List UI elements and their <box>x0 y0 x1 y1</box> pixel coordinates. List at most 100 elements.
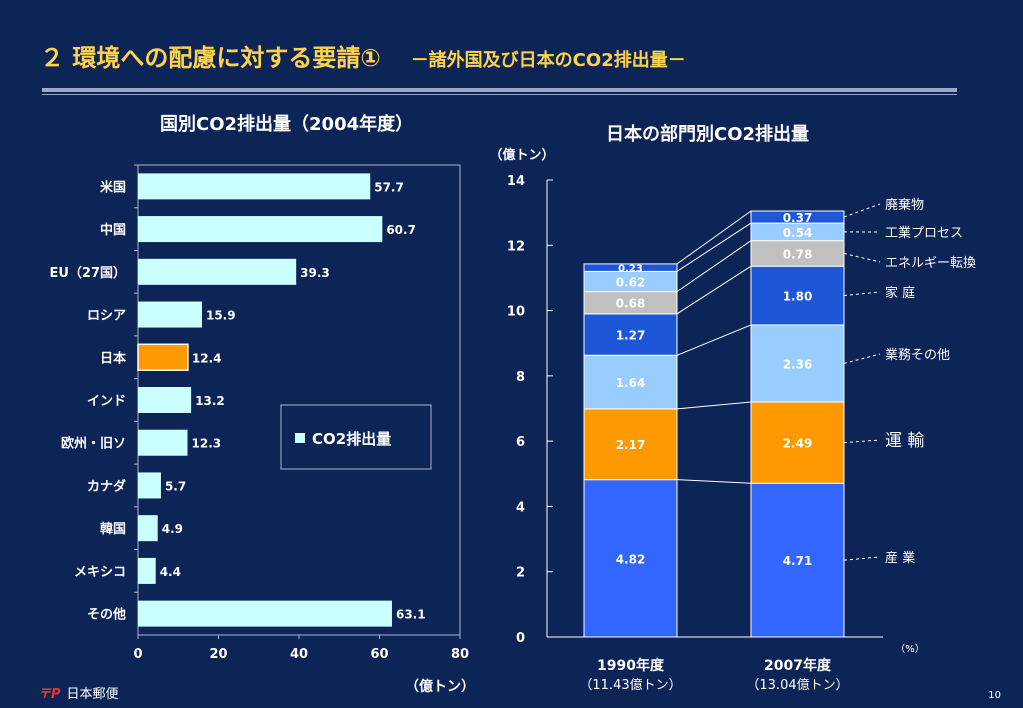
page-title: ２ 環境への配慮に対する要請① －諸外国及び日本のCO2排出量－ <box>40 38 686 73</box>
segment-label-1-2: 2.36 <box>783 357 813 371</box>
value-label-0: 57.7 <box>374 180 404 194</box>
leader-6 <box>843 203 881 218</box>
segment-0-0 <box>583 479 678 638</box>
country-co2-bar-chart: 米国 57.7 中国 60.7 EU（27国） 39.3 ロシア 15.9 日本 12.4 インド 1… <box>49 164 475 695</box>
bar-5 <box>138 387 192 413</box>
series-label-2: 業務その他 <box>885 347 950 363</box>
bar-6 <box>138 429 188 456</box>
bar-8 <box>138 515 158 542</box>
y-tick-label-1: 2 <box>516 566 525 581</box>
category-label-1: 2007年度 <box>764 657 832 674</box>
leader-3 <box>843 291 881 297</box>
value-label-6: 12.3 <box>192 437 222 451</box>
y-tick-label-6: 12 <box>507 239 525 254</box>
segment-0-1 <box>583 408 678 481</box>
page-number: 10 <box>988 690 1001 701</box>
series-label-3: 家 庭 <box>885 285 915 301</box>
bar-3 <box>138 301 202 328</box>
segment-label-1-0: 4.71 <box>783 554 813 568</box>
category-label-10: その他 <box>87 607 126 623</box>
connector-5 <box>676 240 752 293</box>
legend-label: CO2排出量 <box>312 430 391 448</box>
segment-1-2 <box>750 324 845 403</box>
y-axis-label: （億トン） <box>489 147 554 163</box>
x-tick-label-1: 20 <box>209 647 227 662</box>
value-label-2: 39.3 <box>300 266 330 280</box>
x-tick-label-3: 60 <box>370 647 388 662</box>
connector-6 <box>676 222 752 272</box>
category-sublabel-1: （13.04億トン） <box>746 677 848 693</box>
segment-label-1-1: 2.49 <box>783 437 813 451</box>
bar-10 <box>138 600 392 627</box>
x-axis-label: （億トン） <box>405 678 475 695</box>
segment-label-0-0: 4.82 <box>616 552 646 566</box>
connector-2 <box>676 401 752 410</box>
value-label-10: 63.1 <box>396 608 426 622</box>
segment-label-1-3: 1.80 <box>783 290 813 304</box>
title-underline <box>42 88 957 92</box>
footer-logo: 〒P 日本郵便 <box>38 683 119 702</box>
segment-0-3 <box>583 313 678 356</box>
category-label-6: 欧州・旧ソ <box>61 436 126 452</box>
segment-label-1-4: 0.78 <box>783 247 813 261</box>
y-tick-label-2: 4 <box>516 500 525 515</box>
segment-label-0-4: 0.68 <box>616 297 646 311</box>
bar-7 <box>138 472 161 499</box>
connector-3 <box>676 324 752 356</box>
value-label-4: 12.4 <box>192 351 222 365</box>
x-tick-label-0: 0 <box>133 647 142 662</box>
category-label-9: メキシコ <box>74 565 126 580</box>
series-label-6: 廃棄物 <box>885 197 924 213</box>
leader-1 <box>843 439 881 444</box>
bar-0 <box>138 173 371 200</box>
category-label-0: 米国 <box>100 179 126 195</box>
connector-7 <box>676 210 752 265</box>
series-label-4: エネルギー転換 <box>885 256 976 271</box>
connector-1 <box>676 479 752 484</box>
page-subtitle: －諸外国及び日本のCO2排出量－ <box>410 50 686 71</box>
segment-label-0-6: 0.23 <box>618 264 643 275</box>
segment-label-0-3: 1.27 <box>616 329 646 343</box>
segment-1-3 <box>750 265 845 326</box>
segment-label-1-5: 0.54 <box>783 226 813 240</box>
title-underline-thin <box>42 94 957 95</box>
right-chart-title: 日本の部門別CO2排出量 <box>606 124 810 145</box>
segment-label-1-6: 0.37 <box>783 211 813 225</box>
footer-logo-text: 日本郵便 <box>66 687 119 702</box>
category-label-0: 1990年度 <box>597 657 665 674</box>
bar-1 <box>138 216 383 243</box>
leader-4 <box>843 252 881 263</box>
segment-0-6 <box>583 263 678 272</box>
value-label-9: 4.4 <box>160 565 181 579</box>
y-tick-label-4: 8 <box>516 370 525 385</box>
left-chart-title: 国別CO2排出量（2004年度） <box>160 114 414 135</box>
leader-2 <box>843 353 881 364</box>
y-tick-label-5: 10 <box>507 305 525 320</box>
postal-logo-icon: 〒P <box>38 687 61 702</box>
series-label-0: 産 業 <box>885 550 915 566</box>
x-tick-label-4: 80 <box>451 647 469 662</box>
page-title-main: ２ 環境への配慮に対する要請① <box>40 44 381 72</box>
value-label-1: 60.7 <box>386 223 416 237</box>
category-label-1: 中国 <box>100 222 126 238</box>
category-label-8: 韓国 <box>100 521 126 537</box>
y-tick-label-3: 6 <box>516 435 525 450</box>
value-label-3: 15.9 <box>206 309 236 323</box>
bar-2 <box>138 258 297 285</box>
segment-label-0-1: 2.17 <box>616 438 646 452</box>
category-label-4: 日本 <box>100 350 126 366</box>
legend-swatch <box>295 433 305 443</box>
segment-1-1 <box>750 401 845 484</box>
value-label-8: 4.9 <box>162 522 183 536</box>
category-label-2: EU（27国） <box>49 265 126 281</box>
y-tick-label-7: 14 <box>507 174 525 189</box>
leader-0 <box>843 556 881 561</box>
value-label-5: 13.2 <box>195 394 225 408</box>
segment-label-0-5: 0.62 <box>616 276 646 290</box>
x-tick-label-2: 40 <box>290 647 308 662</box>
segment-1-0 <box>750 482 845 638</box>
unit-note: （%） <box>895 643 925 655</box>
value-label-7: 5.7 <box>165 479 186 493</box>
category-label-5: インド <box>87 394 126 409</box>
bar-9 <box>138 557 156 584</box>
